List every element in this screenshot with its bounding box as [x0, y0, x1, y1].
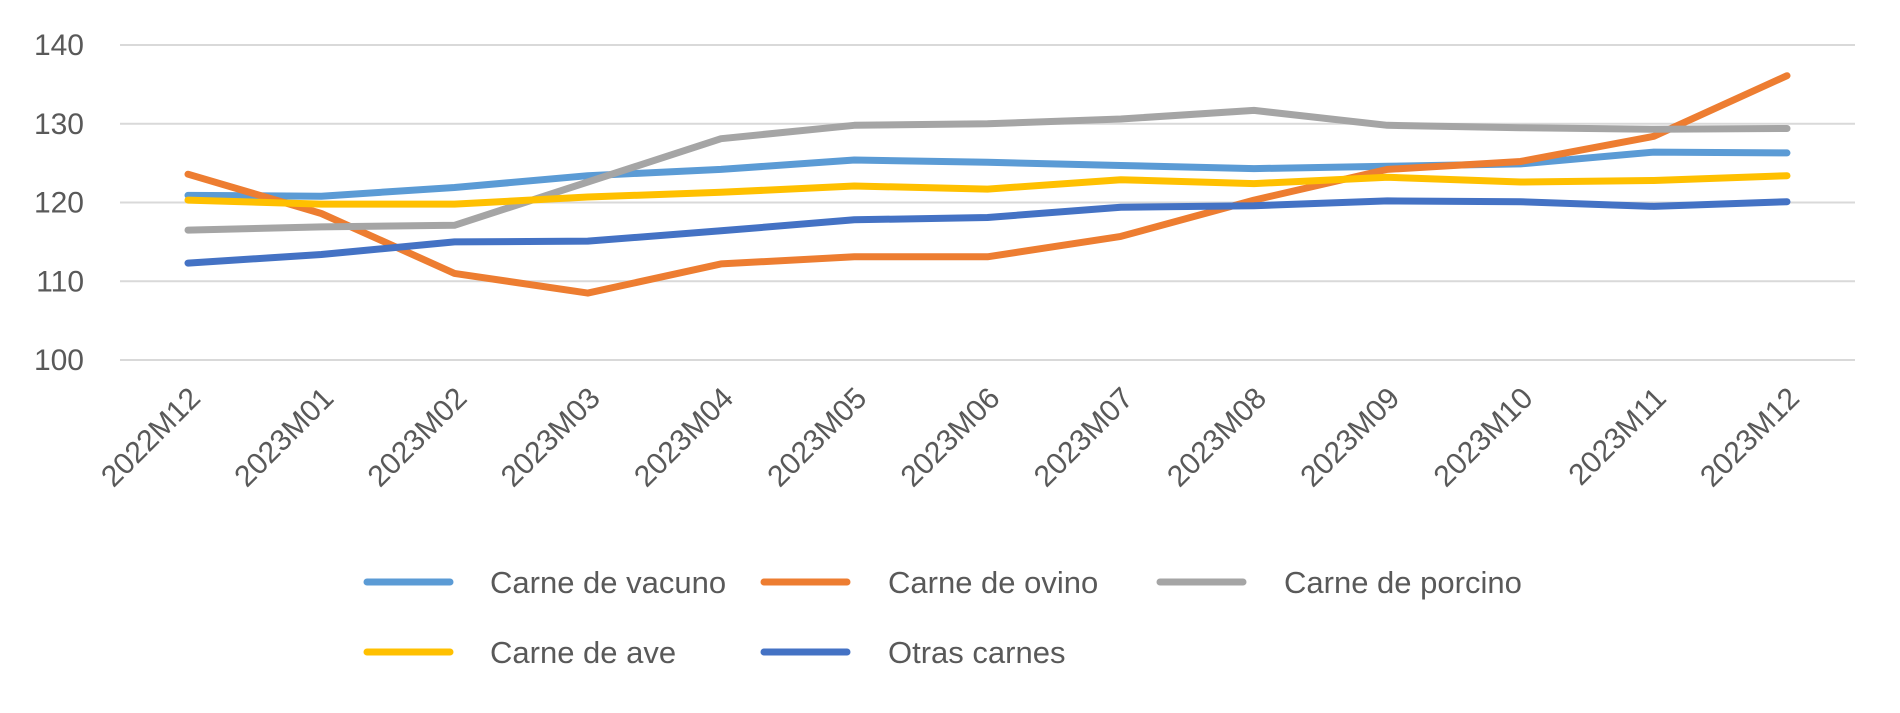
x-tick-label: 2023M05 — [761, 382, 873, 494]
legend: Carne de vacuno Carne de ovino Carne de po… — [363, 565, 1522, 670]
x-tick-label: 2023M02 — [362, 382, 474, 494]
x-tick-label: 2023M09 — [1294, 382, 1406, 494]
legend-label: Otras carnes — [888, 635, 1065, 670]
x-tick-label: 2023M08 — [1161, 382, 1273, 494]
y-tick-label: 140 — [34, 29, 84, 62]
y-tick-label: 110 — [36, 265, 84, 298]
x-axis-ticks: 2022M12 2023M01 2023M02 2023M03 2023M04 2023M… — [95, 382, 1806, 494]
series-line-otras-carnes — [184, 197, 1791, 267]
x-tick-label: 2023M04 — [628, 382, 740, 494]
legend-item: Carne de porcino — [1156, 565, 1522, 600]
series-line-carne-de-porcino — [184, 106, 1791, 234]
x-tick-label: 2023M07 — [1028, 382, 1140, 494]
y-tick-label: 130 — [34, 108, 84, 141]
x-tick-label: 2022M12 — [95, 382, 207, 494]
x-tick-label: 2023M10 — [1428, 382, 1540, 494]
y-tick-label: 100 — [34, 344, 84, 377]
x-tick-label: 2023M03 — [495, 382, 607, 494]
series-line-carne-de-ave — [184, 172, 1791, 208]
x-tick-label: 2023M12 — [1694, 382, 1806, 494]
legend-item: Carne de ovino — [760, 565, 1098, 600]
legend-item: Carne de ave — [363, 635, 676, 670]
legend-item: Otras carnes — [760, 635, 1065, 670]
x-tick-label: 2023M01 — [228, 382, 340, 494]
x-tick-label: 2023M06 — [895, 382, 1007, 494]
legend-label: Carne de vacuno — [490, 565, 726, 600]
legend-item: Carne de vacuno — [363, 565, 726, 600]
series-line-carne-de-ovino — [184, 72, 1791, 297]
series-lines — [184, 72, 1791, 297]
legend-label: Carne de ovino — [888, 565, 1098, 600]
legend-label: Carne de ave — [490, 635, 676, 670]
y-axis-ticks: 100 110 120 130 140 — [34, 29, 84, 377]
legend-label: Carne de porcino — [1284, 565, 1522, 600]
y-tick-label: 120 — [34, 187, 84, 220]
x-tick-label: 2023M11 — [1562, 382, 1672, 492]
